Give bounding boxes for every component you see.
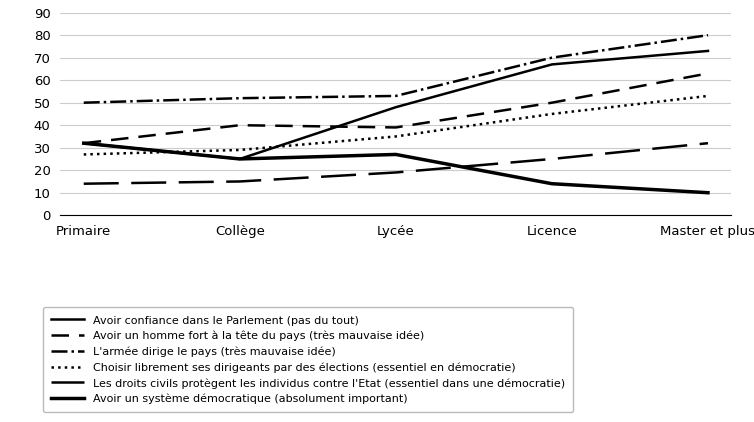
Legend: Avoir confiance dans le Parlement (pas du tout), Avoir un homme fort à la tête d: Avoir confiance dans le Parlement (pas d… (43, 307, 573, 412)
